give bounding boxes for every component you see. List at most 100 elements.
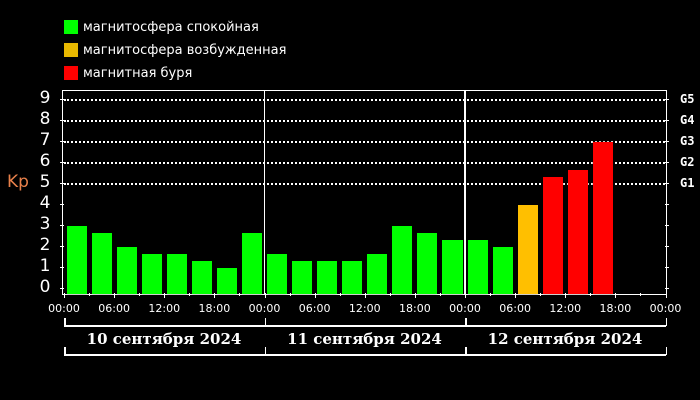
legend-item-excited: магнитосфера возбужденная: [64, 40, 286, 60]
bar-quiet: [442, 240, 463, 294]
x-tick-minor: [389, 293, 391, 296]
grid-line: [64, 99, 665, 101]
bar-quiet: [317, 261, 338, 294]
legend-swatch-storm: [64, 66, 78, 80]
y-tick-mark-right: [665, 162, 669, 163]
x-tick-minor: [239, 293, 241, 296]
grid-line: [64, 120, 665, 122]
g-scale-label: G3: [680, 134, 695, 148]
x-tick-minor: [139, 293, 141, 296]
bottom-bracket-tick: [665, 347, 667, 355]
bar-quiet: [191, 261, 212, 294]
bar-quiet: [342, 261, 363, 294]
grid-line: [64, 141, 665, 143]
bar-quiet: [392, 226, 413, 294]
y-tick-label: 1: [39, 256, 51, 276]
y-tick-label: 6: [39, 151, 51, 171]
top-bracket-tick: [465, 318, 467, 326]
x-tick-minor: [640, 293, 642, 296]
legend-label: магнитная буря: [83, 65, 193, 81]
x-tick-label: 06:00: [98, 302, 130, 315]
bar-quiet: [241, 232, 262, 294]
bottom-bracket-line: [64, 354, 666, 356]
bar-storm: [567, 169, 588, 294]
day-divider: [464, 90, 466, 295]
top-bracket-tick: [64, 318, 66, 326]
grid-line: [64, 183, 665, 185]
legend-swatch-excited: [64, 43, 78, 57]
y-tick-mark-right: [665, 225, 669, 226]
bottom-bracket-tick: [465, 347, 467, 355]
x-tick-label: 00:00: [649, 302, 682, 315]
g-scale-label: G4: [680, 113, 695, 127]
plot-frame: [62, 90, 667, 295]
x-tick-label: 18:00: [599, 302, 632, 315]
x-tick-major: [164, 293, 166, 298]
x-tick-minor: [189, 293, 191, 296]
bar-excited: [517, 205, 538, 294]
x-tick-major: [214, 293, 216, 298]
x-tick-major: [414, 293, 416, 298]
x-tick-label: 06:00: [298, 302, 331, 315]
x-tick-minor: [289, 293, 291, 296]
day-label: 10 сентября 2024: [86, 330, 242, 348]
x-tick-minor: [339, 293, 341, 296]
g-scale-label: G2: [680, 155, 695, 169]
x-tick-label: 00:00: [248, 302, 281, 315]
legend-swatch-quiet: [64, 20, 78, 34]
x-tick-major: [64, 293, 65, 298]
x-tick-minor: [439, 293, 441, 296]
x-tick-label: 12:00: [348, 302, 381, 315]
x-tick-major: [465, 293, 466, 298]
bottom-bracket-tick: [64, 347, 66, 355]
bar-quiet: [141, 253, 162, 294]
y-tick-label: 4: [39, 193, 51, 213]
bar-quiet: [467, 240, 488, 294]
x-tick-major: [364, 293, 366, 298]
x-tick-major: [615, 293, 617, 298]
day-label: 11 сентября 2024: [287, 330, 442, 348]
bar-quiet: [216, 268, 237, 294]
legend-item-storm: магнитная буря: [64, 63, 286, 83]
x-tick-major: [665, 293, 667, 298]
y-tick-mark-right: [665, 120, 669, 121]
day-divider: [263, 90, 265, 295]
bar-quiet: [367, 253, 388, 294]
top-bracket-tick: [665, 318, 667, 326]
x-tick-major: [515, 293, 517, 298]
x-tick-major: [114, 293, 116, 298]
top-bracket-line: [64, 325, 666, 327]
legend-label: магнитосфера возбужденная: [83, 42, 287, 58]
y-axis-label: Kp: [7, 172, 29, 192]
x-tick-minor: [540, 293, 542, 296]
x-tick-label: 18:00: [399, 302, 431, 315]
x-tick-minor: [590, 293, 592, 296]
y-tick-label: 3: [39, 214, 51, 234]
bar-quiet: [492, 247, 513, 294]
x-tick-label: 00:00: [48, 302, 80, 315]
g-scale-label: G1: [680, 176, 695, 190]
y-tick-label: 8: [39, 109, 51, 129]
x-tick-major: [314, 293, 316, 298]
g-scale-label: G5: [680, 92, 695, 106]
y-tick-label: 2: [39, 235, 51, 255]
x-tick-label: 12:00: [549, 302, 582, 315]
bar-quiet: [417, 232, 438, 294]
y-tick-mark-right: [665, 204, 669, 205]
x-tick-label: 12:00: [148, 302, 181, 315]
x-tick-minor: [490, 293, 492, 296]
bar-quiet: [66, 226, 87, 294]
y-tick-mark-right: [665, 267, 669, 268]
y-tick-label: 9: [39, 88, 51, 108]
bar-quiet: [116, 247, 137, 294]
bar-quiet: [166, 253, 187, 294]
y-tick-label: 7: [39, 130, 51, 150]
x-tick-major: [264, 293, 266, 298]
x-tick-minor: [89, 293, 91, 296]
bar-storm: [542, 177, 563, 294]
legend: магнитосфера спокойная магнитосфера возб…: [64, 17, 286, 86]
y-tick-mark-right: [665, 183, 669, 184]
top-bracket-tick: [264, 318, 266, 326]
y-tick-mark-right: [665, 99, 669, 100]
grid-line: [64, 162, 665, 164]
